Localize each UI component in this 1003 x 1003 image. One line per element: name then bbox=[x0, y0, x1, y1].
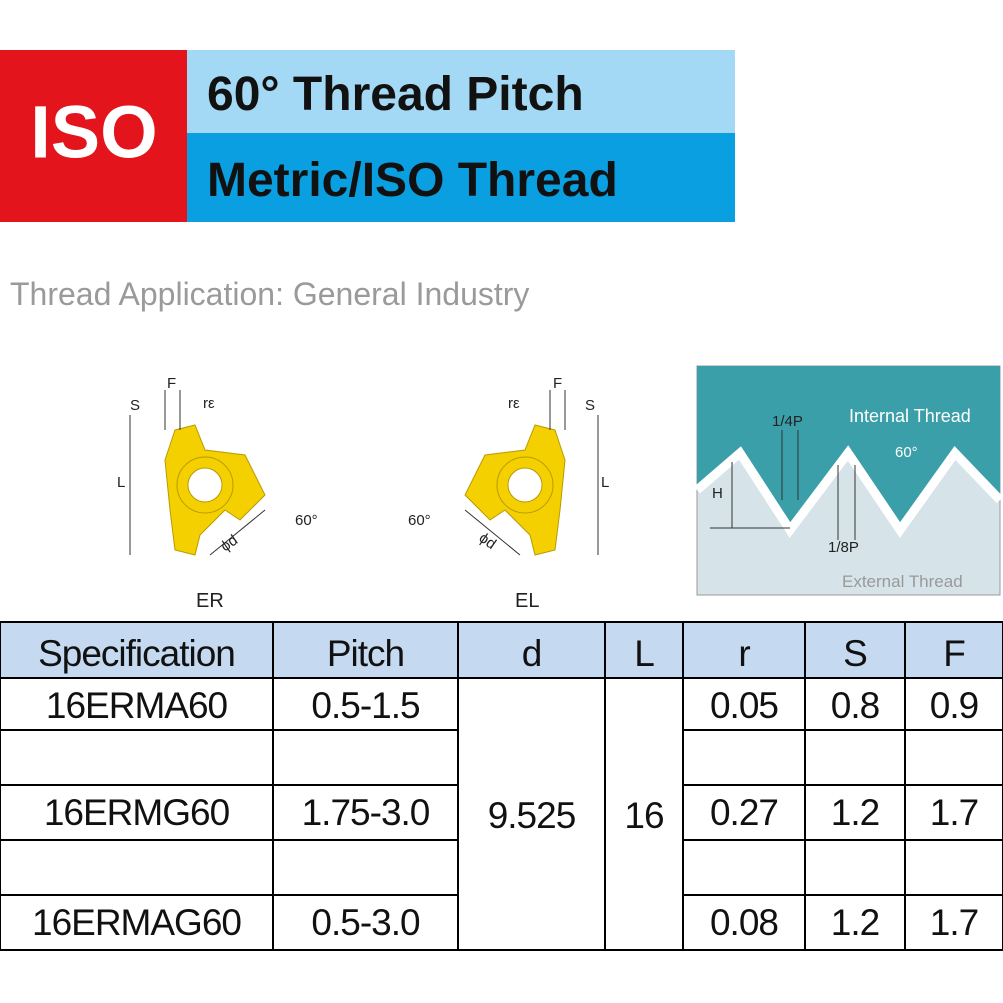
cell: 0.08 bbox=[710, 902, 778, 943]
title-band bbox=[187, 50, 735, 133]
cell: 16ERMG60 bbox=[44, 792, 230, 833]
title: 60° Thread Pitch bbox=[207, 68, 584, 121]
label-r: rε bbox=[508, 395, 520, 412]
insert-er: F S rε L 60° ϕd ER bbox=[117, 375, 318, 612]
badge-box bbox=[0, 50, 187, 222]
cell: 0.5-3.0 bbox=[311, 902, 420, 943]
cell: 0.05 bbox=[710, 685, 778, 726]
insert-label: ER bbox=[196, 590, 224, 612]
label-l: L bbox=[117, 474, 125, 491]
header-cell: Pitch bbox=[327, 633, 404, 674]
external-label: External Thread bbox=[842, 572, 963, 591]
label-l: L bbox=[601, 474, 609, 491]
eighth-pitch: 1/8P bbox=[828, 539, 859, 556]
internal-label: Internal Thread bbox=[849, 406, 971, 426]
header-cell: F bbox=[943, 633, 965, 674]
cell: 16ERMA60 bbox=[46, 685, 228, 726]
label-s: S bbox=[130, 397, 140, 414]
thread-diagram: 1/4P Internal Thread 60° H 1/8P External… bbox=[694, 365, 1003, 596]
cell: 1.2 bbox=[831, 792, 879, 833]
label-f: F bbox=[553, 375, 562, 392]
header-cell: Specification bbox=[38, 633, 235, 674]
cell: 0.8 bbox=[831, 685, 879, 726]
quarter-pitch: 1/4P bbox=[772, 413, 803, 430]
header-cell: S bbox=[843, 633, 867, 674]
subtitle: Metric/ISO Thread bbox=[207, 154, 618, 207]
badge: ISO bbox=[30, 91, 157, 174]
cell: 0.27 bbox=[710, 792, 778, 833]
cell: 1.75-3.0 bbox=[302, 792, 430, 833]
label-angle: 60° bbox=[295, 512, 318, 529]
cell: 1.7 bbox=[930, 792, 978, 833]
cell: 0.5-1.5 bbox=[311, 685, 420, 726]
application: Thread Application: General Industry bbox=[10, 276, 529, 312]
header-cell: L bbox=[634, 633, 654, 674]
cell: 16 bbox=[624, 795, 663, 836]
label-f: F bbox=[167, 375, 176, 392]
cell: 1.7 bbox=[930, 902, 978, 943]
header-cell: d bbox=[522, 633, 542, 674]
header-cell: r bbox=[738, 633, 750, 674]
insert-label: EL bbox=[515, 590, 539, 612]
insert-el: F S rε L 60° ϕd EL bbox=[408, 375, 609, 612]
cell: 16ERMAG60 bbox=[32, 902, 241, 943]
label-d: ϕd bbox=[218, 532, 241, 556]
label-d: ϕd bbox=[476, 529, 499, 553]
label-r: rε bbox=[203, 395, 215, 412]
cell: 0.9 bbox=[930, 685, 978, 726]
label-s: S bbox=[585, 397, 595, 414]
height: H bbox=[712, 485, 723, 502]
label-angle: 60° bbox=[408, 512, 431, 529]
cell: 9.525 bbox=[488, 795, 576, 836]
cell: 1.2 bbox=[831, 902, 879, 943]
angle: 60° bbox=[895, 444, 918, 461]
subtitle-band bbox=[187, 133, 735, 222]
